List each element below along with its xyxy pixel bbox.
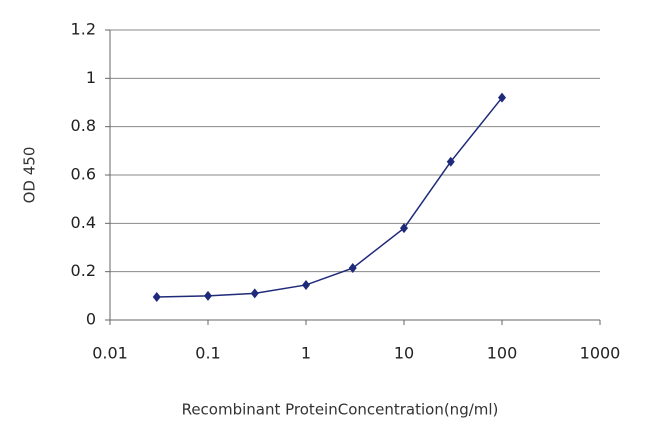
y-tick-label: 0 xyxy=(86,310,96,329)
data-point xyxy=(250,288,259,299)
data-point xyxy=(152,292,161,303)
x-axis-title: Recombinant ProteinConcentration(ng/ml) xyxy=(182,401,499,419)
y-tick-label: 1 xyxy=(86,68,96,87)
y-tick-label: 0.8 xyxy=(71,116,96,135)
data-point xyxy=(498,92,506,103)
data-point xyxy=(348,263,357,274)
y-tick-label: 1.2 xyxy=(71,20,96,39)
data-point xyxy=(446,156,455,167)
y-tick-label: 0.2 xyxy=(71,261,96,280)
y-tick-label: 0.4 xyxy=(71,213,96,232)
x-tick-label: 0.01 xyxy=(92,344,128,363)
x-tick-label: 1000 xyxy=(580,344,621,363)
x-tick-label: 1 xyxy=(301,344,311,363)
x-tick-label: 0.1 xyxy=(195,344,220,363)
y-axis-title: OD 450 xyxy=(21,147,39,204)
x-tick-label: 10 xyxy=(394,344,414,363)
data-line xyxy=(156,97,503,298)
x-tick-label: 100 xyxy=(487,344,518,363)
data-point xyxy=(204,290,212,301)
y-tick-label: 0.6 xyxy=(71,165,96,184)
data-point xyxy=(302,279,310,290)
data-point xyxy=(400,223,408,234)
